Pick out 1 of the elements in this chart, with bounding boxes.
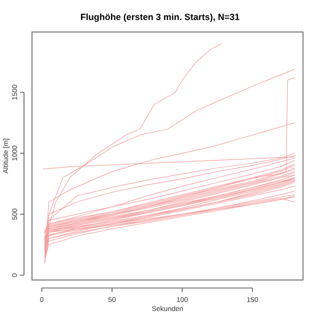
chart-title: Flughöhe (ersten 3 min. Starts), N=31 xyxy=(80,12,240,22)
